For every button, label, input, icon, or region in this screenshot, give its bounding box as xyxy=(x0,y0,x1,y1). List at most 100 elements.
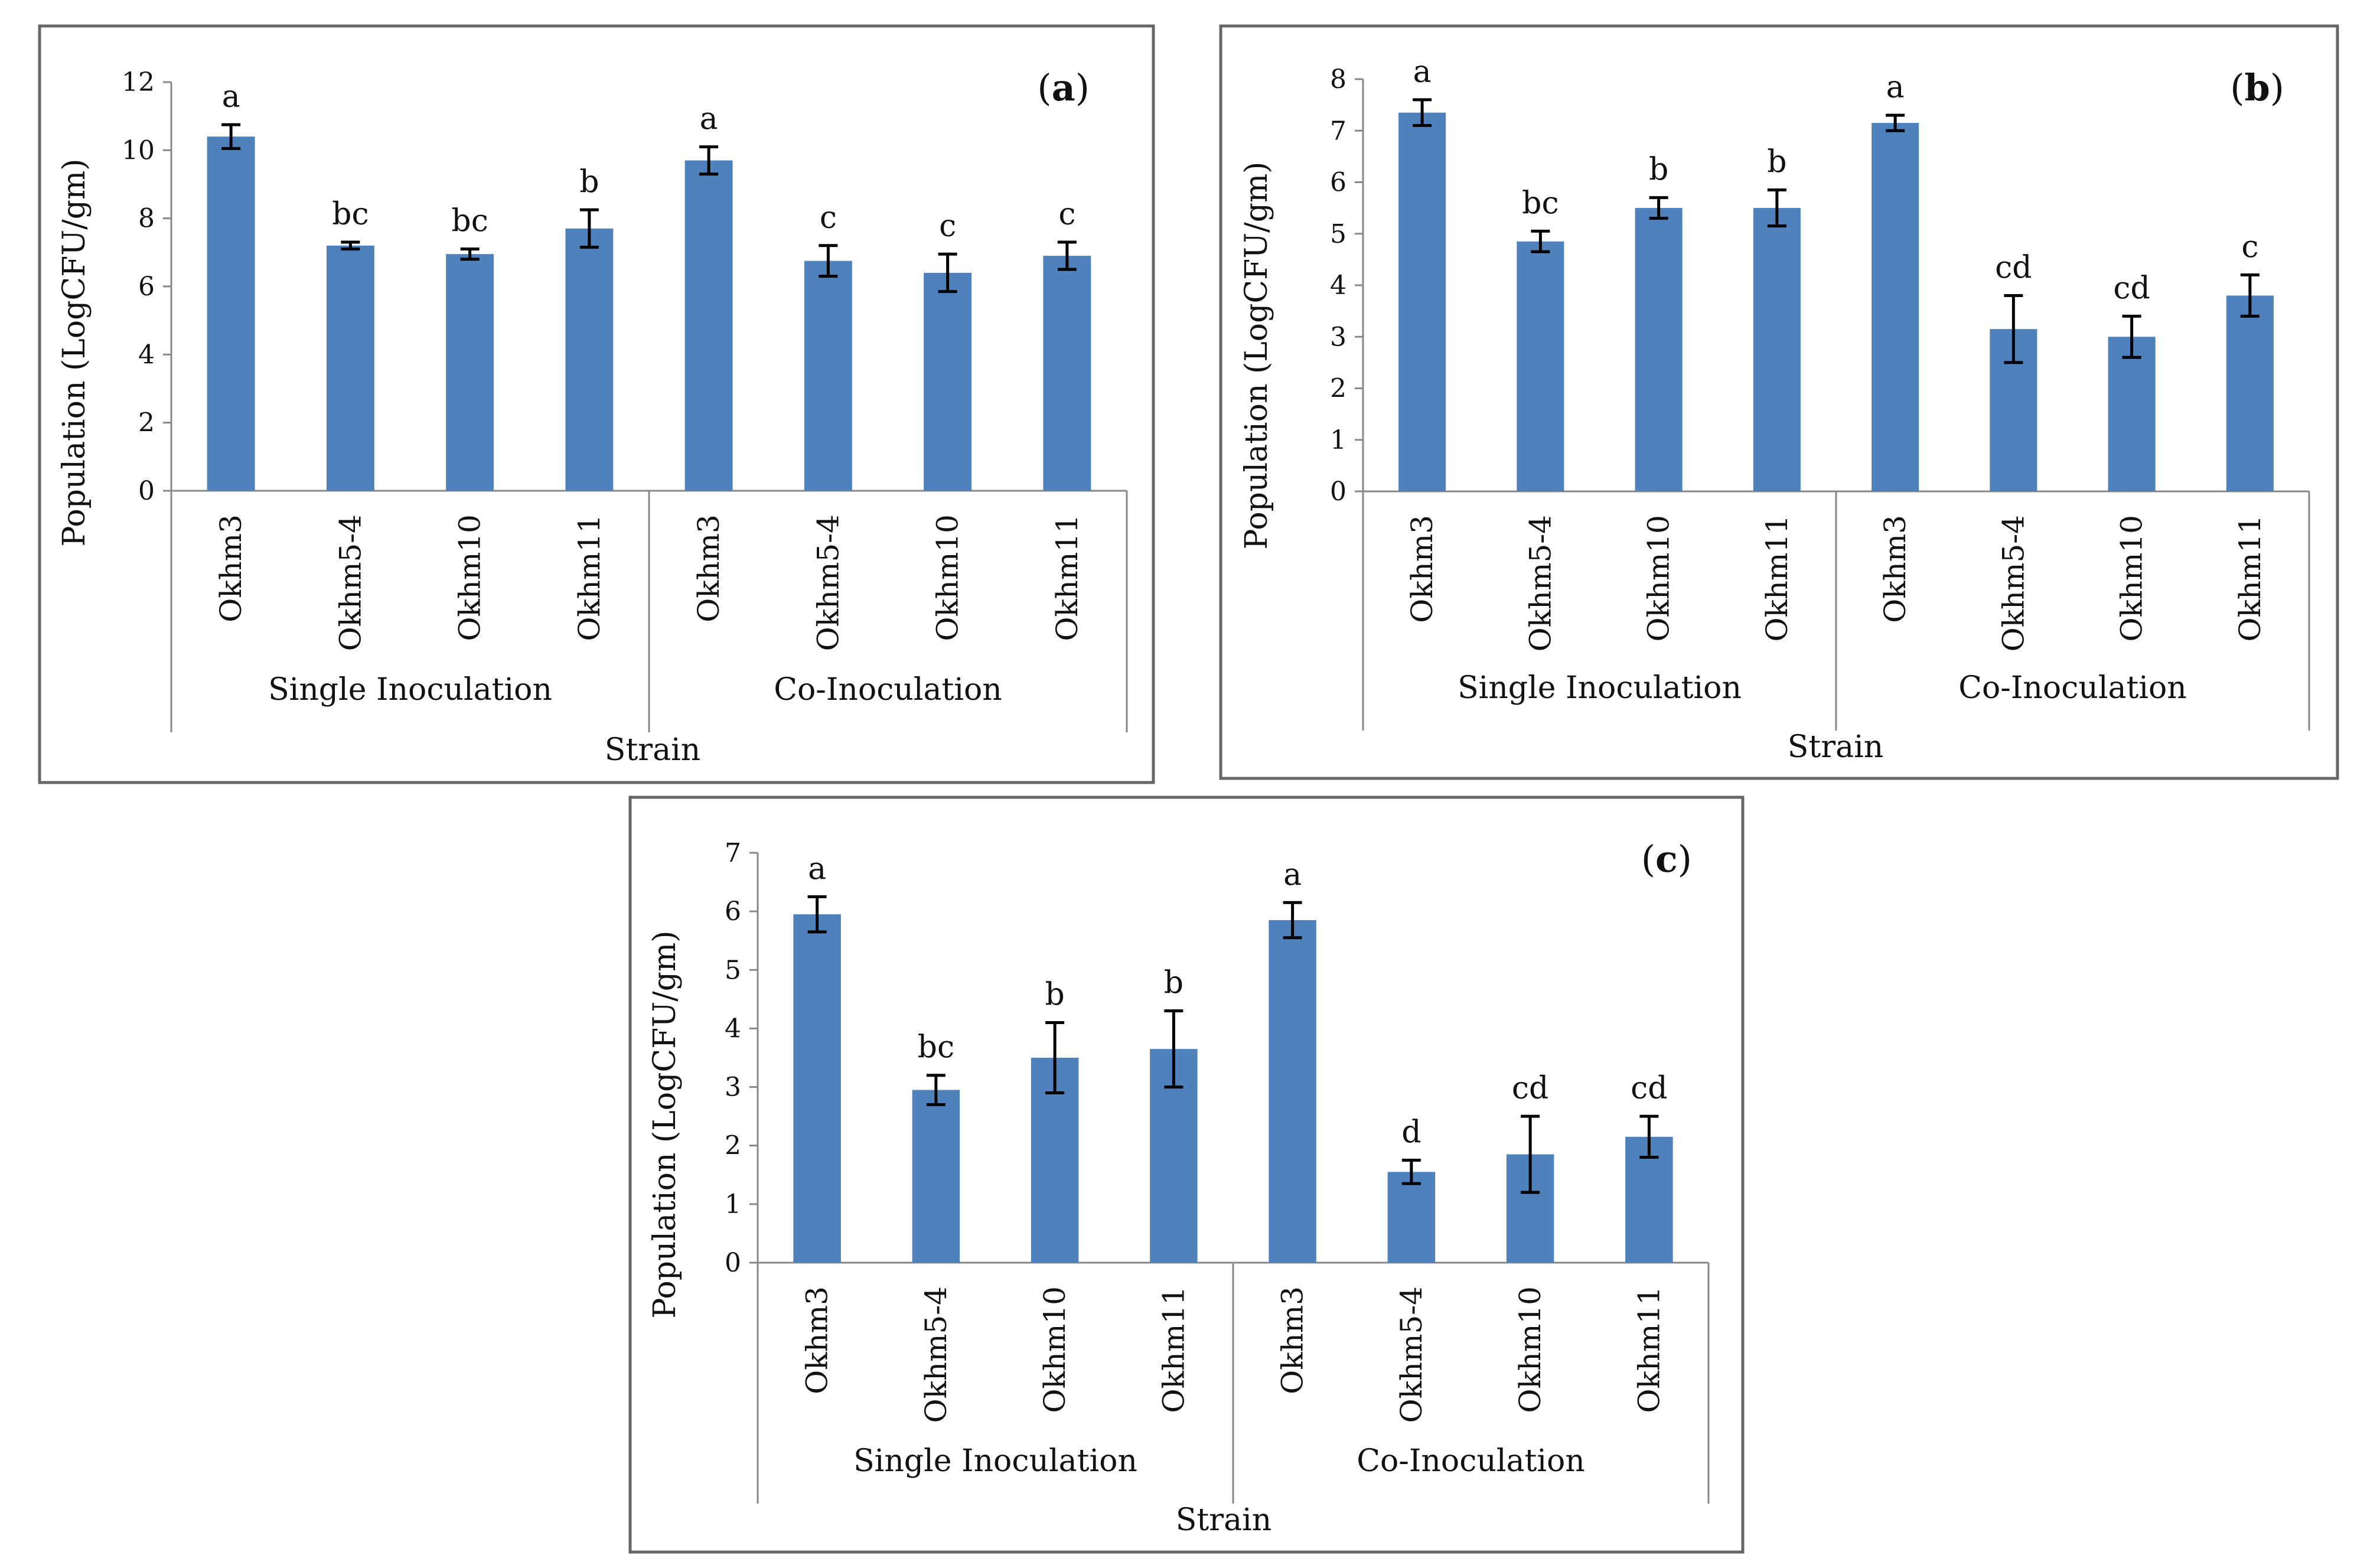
significance-letter: a xyxy=(222,79,240,115)
y-tick-label: 4 xyxy=(138,340,155,370)
y-axis-title: Population (LogCFU/gm) xyxy=(1239,162,1274,550)
bar xyxy=(1043,256,1091,491)
y-axis-title: Population (LogCFU/gm) xyxy=(57,159,92,547)
significance-letter: c xyxy=(939,208,956,244)
significance-letter: b xyxy=(1649,152,1668,188)
x-axis-title: Strain xyxy=(1176,1502,1272,1538)
category-label: Okhm3 xyxy=(1276,1286,1310,1394)
significance-letter: a xyxy=(700,102,718,137)
category-label: Okhm5-4 xyxy=(1394,1286,1429,1423)
significance-letter: c xyxy=(1058,197,1075,232)
significance-letter: a xyxy=(1283,857,1302,892)
y-tick-label: 3 xyxy=(1330,322,1346,352)
group-label: Single Inoculation xyxy=(268,672,552,708)
x-axis-title: Strain xyxy=(1788,729,1884,765)
significance-letter: a xyxy=(1413,54,1432,90)
bar xyxy=(1753,208,1801,491)
bar xyxy=(2226,295,2274,491)
significance-letter: cd xyxy=(1995,250,2032,285)
panel-label: (b) xyxy=(2230,66,2284,109)
bar xyxy=(1387,1172,1436,1263)
significance-letter: b xyxy=(1164,966,1183,1001)
significance-letter: bc xyxy=(332,197,369,232)
bar xyxy=(1398,112,1446,491)
bar xyxy=(1269,920,1316,1263)
chart-panel-c: (c) Population (LogCFU/gm) Strain 0 1 2 3 4 5… xyxy=(628,796,1745,1554)
y-tick-label: 2 xyxy=(1330,374,1346,404)
y-tick-label: 4 xyxy=(1330,270,1346,301)
y-tick-label: 8 xyxy=(1330,64,1346,94)
category-label: Okhm10 xyxy=(1038,1286,1072,1413)
group-label: Co-Inoculation xyxy=(1958,670,2187,706)
category-label: Okhm3 xyxy=(800,1286,834,1394)
significance-letter: cd xyxy=(1512,1071,1548,1106)
y-tick-label: 8 xyxy=(138,204,155,234)
chart-panel-b: (b) Population (LogCFU/gm) Strain 0 1 2 3 4 5… xyxy=(1219,24,2339,780)
category-label: Okhm11 xyxy=(572,514,607,641)
category-label: Okhm3 xyxy=(1878,515,1912,623)
y-tick-label: 1 xyxy=(725,1189,741,1220)
significance-letter: cd xyxy=(2113,270,2150,306)
category-label: Okhm5-4 xyxy=(333,514,367,651)
y-tick-label: 2 xyxy=(725,1131,741,1161)
y-tick-label: 6 xyxy=(725,897,741,927)
group-label: Co-Inoculation xyxy=(774,672,1002,708)
y-tick-label: 1 xyxy=(1330,425,1346,455)
y-tick-label: 0 xyxy=(725,1248,741,1278)
significance-letter: bc xyxy=(918,1030,954,1065)
category-label: Okhm5-4 xyxy=(1523,515,1557,651)
category-label: Okhm3 xyxy=(214,514,248,622)
category-label: Okhm11 xyxy=(2233,515,2267,642)
category-label: Okhm10 xyxy=(1513,1286,1547,1413)
significance-letter: c xyxy=(820,200,837,236)
y-tick-label: 0 xyxy=(138,476,155,506)
group-label: Single Inoculation xyxy=(1458,670,1742,706)
bar xyxy=(1517,241,1564,491)
bar xyxy=(924,272,972,491)
bar xyxy=(2108,337,2156,491)
category-label: Okhm11 xyxy=(1632,1286,1666,1413)
significance-letter: bc xyxy=(1522,185,1559,221)
significance-letter: b xyxy=(579,164,599,200)
panel-frame xyxy=(1219,24,2339,780)
y-tick-label: 12 xyxy=(122,67,155,97)
bar xyxy=(446,254,494,491)
panel-frame xyxy=(38,24,1155,784)
significance-letter: c xyxy=(2241,230,2258,265)
category-label: Okhm10 xyxy=(931,514,965,641)
bar xyxy=(804,260,852,491)
y-tick-label: 6 xyxy=(1330,168,1346,198)
chart-panel-a: (a) Population (LogCFU/gm) Strain 0 2 4 6 8 1… xyxy=(38,24,1155,784)
category-label: Okhm5-4 xyxy=(919,1286,953,1423)
bar xyxy=(326,245,374,491)
y-tick-label: 7 xyxy=(725,838,741,868)
category-label: Okhm10 xyxy=(2115,515,2149,642)
panel-frame xyxy=(628,796,1745,1554)
significance-letter: b xyxy=(1045,977,1064,1013)
panel-label: (a) xyxy=(1037,66,1090,109)
x-axis-title: Strain xyxy=(605,732,701,768)
category-label: Okhm11 xyxy=(1760,515,1794,642)
y-tick-label: 4 xyxy=(725,1013,741,1044)
y-tick-label: 7 xyxy=(1330,116,1346,146)
bar xyxy=(793,914,841,1263)
category-label: Okhm3 xyxy=(1405,515,1439,623)
category-label: Okhm10 xyxy=(1642,515,1676,642)
bar xyxy=(912,1090,960,1263)
significance-letter: b xyxy=(1767,145,1786,180)
significance-letter: a xyxy=(808,851,826,886)
y-tick-label: 3 xyxy=(725,1073,741,1103)
category-label: Okhm5-4 xyxy=(811,514,845,651)
bar xyxy=(565,228,614,491)
y-tick-label: 0 xyxy=(1330,477,1346,507)
bar xyxy=(1872,123,1919,492)
bar xyxy=(1635,208,1683,491)
category-label: Okhm10 xyxy=(453,514,487,641)
y-tick-label: 2 xyxy=(138,408,155,438)
significance-letter: d xyxy=(1401,1115,1421,1150)
significance-letter: bc xyxy=(451,204,488,239)
bar xyxy=(207,136,255,491)
y-tick-label: 5 xyxy=(725,955,741,985)
y-axis-title: Population (LogCFU/gm) xyxy=(647,931,683,1319)
y-tick-label: 5 xyxy=(1330,219,1346,249)
